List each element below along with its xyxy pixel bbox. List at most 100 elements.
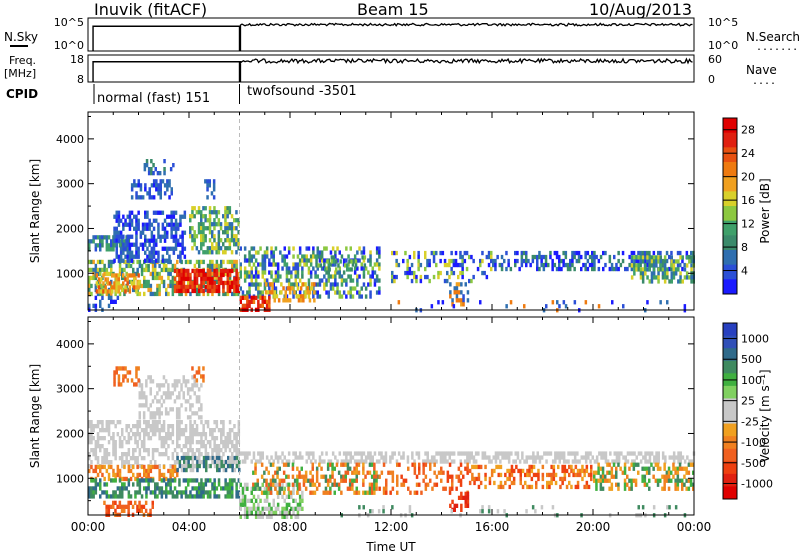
power-cell bbox=[329, 250, 333, 255]
velocity-cell bbox=[615, 482, 618, 487]
power-cell bbox=[202, 280, 205, 286]
power-cell bbox=[514, 250, 517, 256]
power-cell bbox=[371, 270, 374, 275]
velocity-cell bbox=[142, 391, 146, 396]
velocity-cell bbox=[180, 383, 183, 388]
velocity-cell bbox=[195, 494, 199, 499]
velocity-cell bbox=[189, 490, 192, 495]
power-cell bbox=[562, 262, 565, 268]
velocity-cell bbox=[162, 428, 166, 433]
power-cell bbox=[336, 282, 339, 287]
velocity-cell bbox=[235, 455, 239, 461]
power-cell bbox=[613, 266, 616, 272]
velocity-cell bbox=[140, 395, 144, 400]
velocity-cell bbox=[583, 484, 586, 490]
velocity-cell bbox=[254, 459, 258, 464]
power-cell bbox=[305, 262, 308, 267]
power-cell bbox=[622, 304, 625, 309]
power-cell bbox=[226, 222, 229, 227]
velocity-cell bbox=[397, 451, 401, 456]
power-cell bbox=[108, 289, 112, 294]
power-cell bbox=[90, 283, 93, 289]
velocity-cell bbox=[283, 498, 286, 503]
velocity-cell bbox=[290, 514, 293, 519]
velocity-cell bbox=[428, 459, 432, 464]
velocity-cell bbox=[167, 490, 170, 495]
velocity-cell bbox=[541, 476, 545, 482]
velocity-cell bbox=[158, 452, 161, 457]
power-cell bbox=[88, 287, 91, 293]
velocity-cell bbox=[145, 448, 148, 453]
power-cell bbox=[663, 275, 667, 280]
power-cell bbox=[151, 275, 155, 281]
power-cell bbox=[211, 259, 214, 265]
velocity-cell bbox=[624, 459, 627, 464]
velocity-cell bbox=[250, 510, 253, 515]
velocity-cell bbox=[281, 459, 284, 464]
velocity-cell bbox=[254, 498, 258, 503]
velocity-cell bbox=[231, 478, 234, 483]
velocity-cell bbox=[228, 482, 232, 487]
velocity-cell bbox=[191, 494, 194, 499]
velocity-cell bbox=[205, 455, 208, 461]
velocity-cell bbox=[296, 502, 300, 507]
power-cell bbox=[119, 258, 123, 263]
velocity-cell bbox=[160, 383, 163, 388]
velocity-cell bbox=[117, 378, 121, 383]
power-cell bbox=[263, 299, 267, 304]
velocity-cell bbox=[204, 448, 208, 453]
velocity-cell bbox=[160, 424, 164, 429]
power-cell bbox=[659, 263, 662, 268]
power-block bbox=[391, 250, 493, 284]
velocity-cell bbox=[550, 464, 553, 470]
power-cell bbox=[303, 262, 306, 267]
power-cell bbox=[305, 254, 308, 259]
velocity-cell bbox=[178, 424, 181, 429]
power-cell bbox=[110, 259, 113, 265]
velocity-cell bbox=[576, 480, 580, 486]
velocity-cell bbox=[114, 472, 117, 478]
velocity-cell bbox=[200, 432, 203, 437]
velocity-cell bbox=[99, 482, 102, 487]
velocity-cell bbox=[269, 490, 273, 495]
velocity-cell bbox=[301, 494, 304, 499]
velocity-cell bbox=[368, 482, 372, 487]
velocity-cell bbox=[158, 468, 161, 474]
velocity-cell bbox=[541, 464, 545, 470]
velocity-cell bbox=[222, 460, 225, 465]
power-cell bbox=[369, 274, 372, 279]
velocity-cell bbox=[632, 462, 636, 467]
power-cell bbox=[174, 230, 178, 235]
power-cell bbox=[210, 191, 214, 196]
velocity-cell bbox=[202, 432, 205, 437]
power-cell bbox=[369, 262, 372, 267]
power-cell bbox=[228, 288, 232, 294]
velocity-cell bbox=[433, 459, 436, 464]
velocity-cell bbox=[269, 462, 273, 467]
velocity-cell bbox=[527, 455, 531, 460]
velocity-cell bbox=[254, 506, 258, 511]
power-cell bbox=[163, 238, 167, 243]
velocity-cell bbox=[573, 455, 577, 460]
power-cell bbox=[135, 285, 138, 290]
velocity-cell bbox=[116, 504, 119, 509]
power-cell bbox=[292, 282, 295, 287]
power-cell bbox=[191, 210, 194, 215]
power-cell bbox=[209, 280, 212, 286]
velocity-cell bbox=[191, 424, 194, 429]
velocity-cell bbox=[362, 462, 365, 467]
power-cell bbox=[215, 214, 218, 219]
power-cell bbox=[670, 255, 673, 260]
power-cell bbox=[128, 242, 132, 247]
power-cell bbox=[195, 276, 199, 282]
power-cell bbox=[117, 281, 121, 286]
velocity-cell bbox=[178, 436, 181, 441]
power-cell bbox=[171, 291, 175, 297]
power-cell bbox=[685, 263, 689, 268]
velocity-cell bbox=[324, 486, 328, 491]
power-cell bbox=[310, 286, 314, 291]
power-cell bbox=[178, 291, 181, 297]
velocity-cell bbox=[446, 474, 450, 479]
power-cell bbox=[115, 289, 118, 294]
velocity-cell bbox=[587, 455, 590, 460]
